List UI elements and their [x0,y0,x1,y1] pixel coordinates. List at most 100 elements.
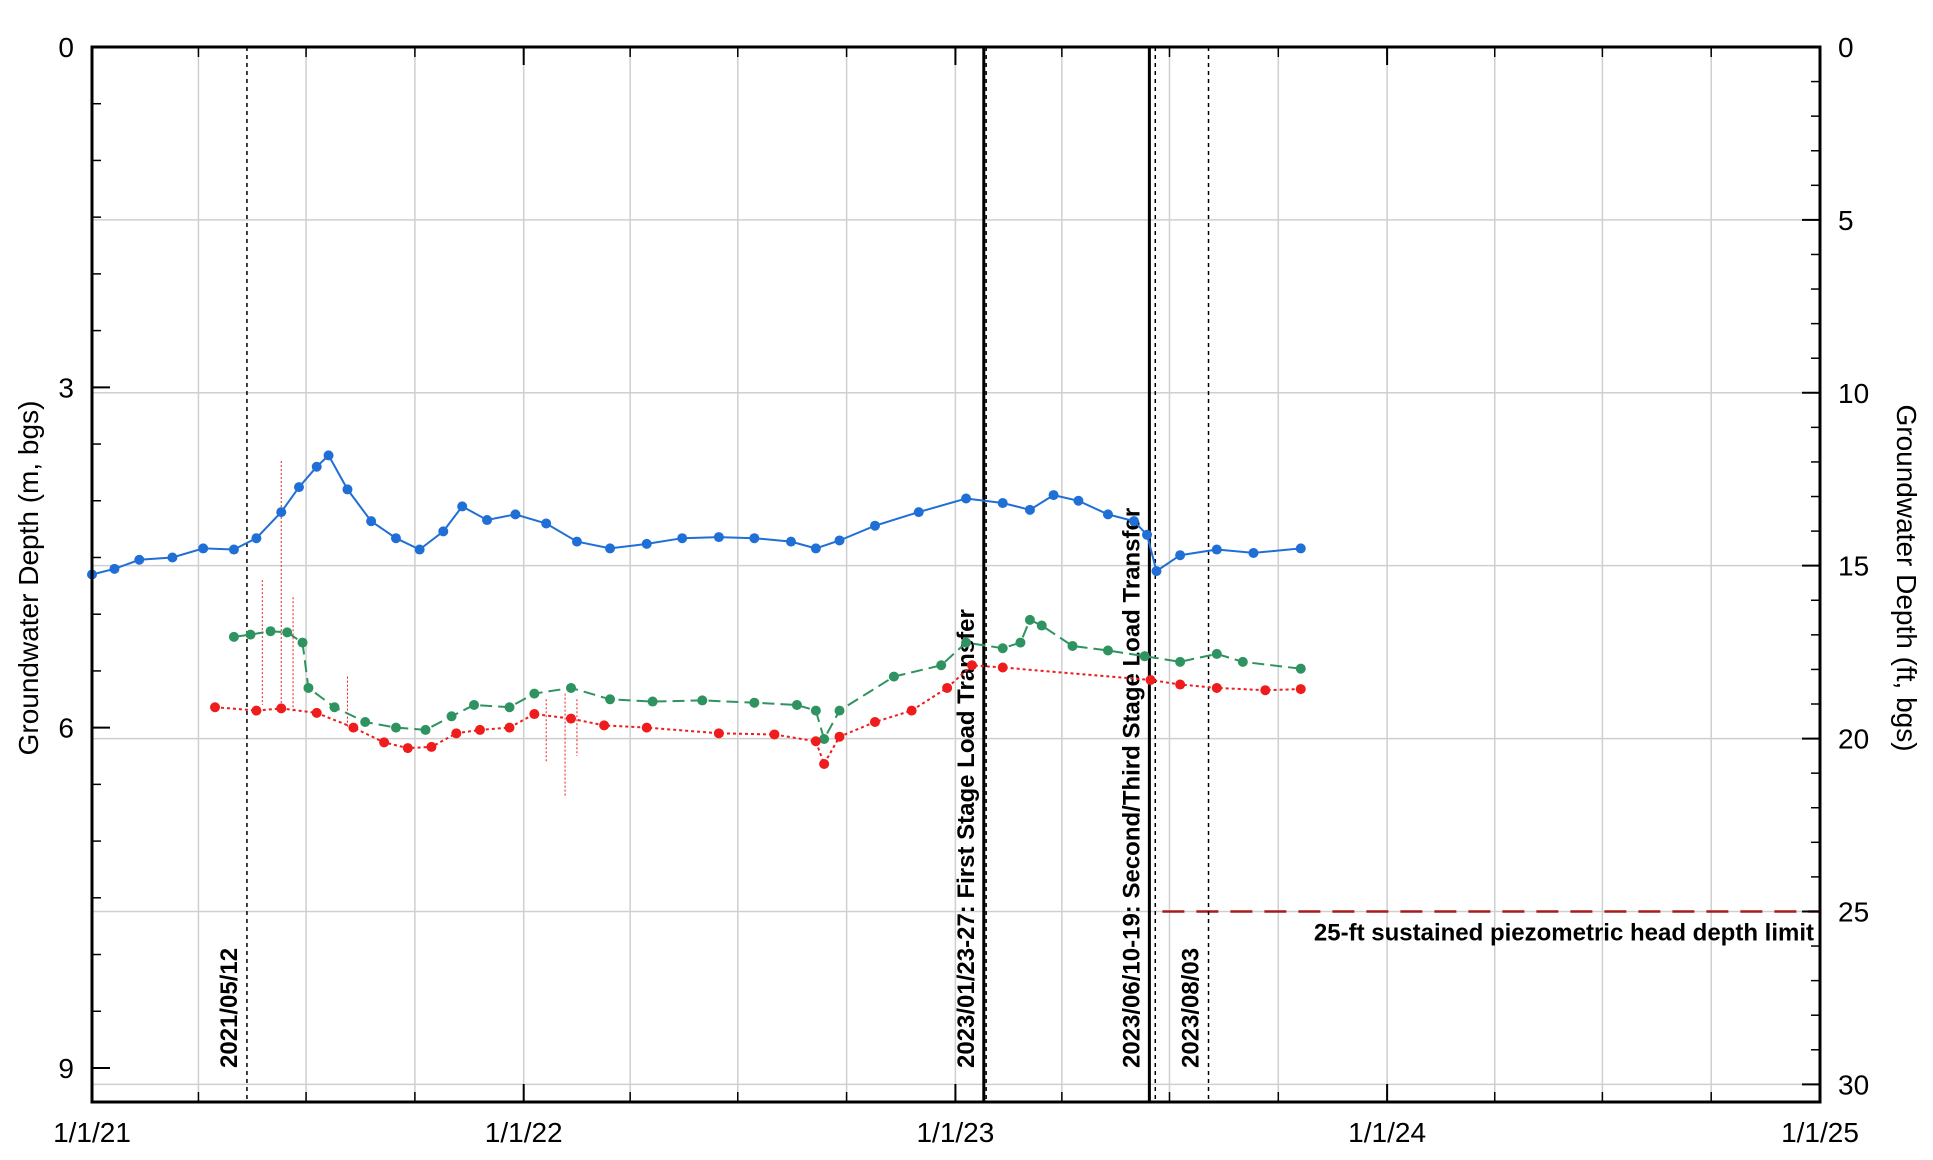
series-1-point [869,520,880,531]
series-1-point [1102,509,1113,520]
axis-ticks [91,46,1821,1102]
series-1-point [1024,504,1035,515]
series-2-point [605,694,616,705]
series-2-point [997,643,1008,654]
series-2-point [329,702,340,713]
series-1-point [366,516,377,527]
series-3-point [311,707,322,718]
series-1-point [276,507,287,518]
series-1-point [1175,550,1186,561]
series-2-point [749,697,760,708]
series-1-point [1048,490,1059,501]
series-1-point [810,543,821,554]
series-1-point [438,526,449,537]
y-axis-title: Groundwater Depth (m, bgs) [13,401,44,756]
series-3-point [997,662,1008,673]
series-3-point [1175,679,1186,690]
series-2-point [647,696,658,707]
series-1-point [605,543,616,554]
series-2-point [936,660,947,671]
series-3-point [1260,685,1271,696]
series-2-point [360,716,371,727]
series-3-point [869,716,880,727]
axis-labels: 0 3 6 9 0 5 10 15 20 25 30 1/1/21 1/1/22 1/1/23 1/1/24… [53,32,1869,1148]
series-3-point [566,713,577,724]
series-1-point [786,536,797,547]
series-2-point [297,637,308,648]
series-1-point [1129,516,1140,527]
series-1-point [390,533,401,544]
series-2-point [888,671,899,682]
series-2-point [1237,656,1248,667]
series-3-point [251,705,262,716]
series-3-point [379,737,390,748]
series-1-point [1073,495,1084,506]
series-2-point [1067,640,1078,651]
series-1-point [482,515,493,526]
series-1-point [228,544,239,555]
series-3-point [210,702,221,713]
series-3-point [769,729,780,740]
limit-line-layer: 25-ft sustained piezometric head depth l… [1162,910,1820,946]
x-tick-label: 1/1/21 [53,1117,131,1148]
series-layer [87,450,1306,796]
y-tick-label: 3 [58,372,74,403]
y2-tick-label: 0 [1838,32,1854,63]
series-1-point [1211,544,1222,555]
series-1-point [457,501,468,512]
series-1-point [749,533,760,544]
series-3-point [966,660,977,671]
series-1-point [1142,529,1153,540]
series-1-point [571,536,582,547]
series-2-point [446,711,457,722]
x-tick-label: 1/1/24 [1348,1117,1426,1148]
y2-tick-label: 5 [1838,205,1854,236]
series-2-point [282,627,293,638]
y-tick-label: 0 [58,32,74,63]
series-1-point [293,482,304,493]
series-1-point [323,450,334,461]
x-tick-label: 1/1/22 [485,1117,563,1148]
series-2-point [228,631,239,642]
series-1-point [414,544,425,555]
event-label: 2023/08/03 [1178,948,1205,1068]
series-3-point [402,743,413,754]
y-tick-label: 9 [58,1053,74,1084]
series-line-1 [91,453,1301,576]
event-label: 2023/06/10-19: Second/Third Stage Load T… [1118,508,1145,1068]
series-2-point [469,699,480,710]
series-3-point [451,728,462,739]
series-3-point [276,703,287,714]
series-1-point [913,507,924,518]
series-2-point [819,733,830,744]
series-2-point [834,705,845,716]
series-1-point [961,493,972,504]
series-2-point [810,705,821,716]
series-3-point [1211,682,1222,693]
series-2-point [1295,663,1306,674]
series-1-point [1248,547,1259,558]
series-2-point [1211,648,1222,659]
series-3-point [906,705,917,716]
y2-tick-label: 25 [1838,896,1869,927]
series-3-point [1295,684,1306,695]
series-2-point [504,702,515,713]
series-3-point [713,728,724,739]
series-1-point [198,543,209,554]
y2-tick-label: 30 [1838,1069,1869,1100]
y-tick-label: 6 [58,713,74,744]
series-2-point [420,724,431,735]
minor-gridlines [91,47,1821,1102]
series-2-point [697,695,708,706]
series-2-point [566,682,577,693]
series-1-point [997,498,1008,509]
series-2-point [1024,614,1035,625]
series-2-point [303,682,314,693]
series-2-point [390,722,401,733]
series-2-point [1015,637,1026,648]
limit-line-label: 25-ft sustained piezometric head depth l… [1314,919,1814,946]
y2-tick-label: 15 [1838,551,1869,582]
series-2-point [1102,645,1113,656]
